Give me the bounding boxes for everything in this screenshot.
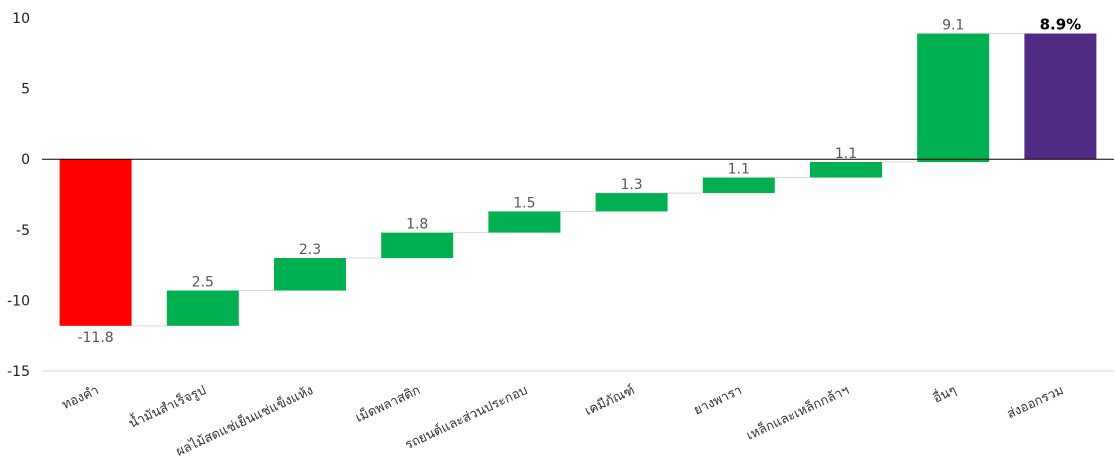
x-category-label: ส่งออกรวม — [1005, 383, 1066, 422]
y-tick-label: 10 — [12, 11, 30, 27]
x-category-label: รถยนต์และส่วนประกอบ — [402, 382, 530, 453]
x-axis: ทองคำ น้ำมันสำเร็จรูปผลไม้สดแช่เย็นแช่แข็… — [60, 380, 1066, 459]
data-label: 1.1 — [728, 162, 750, 178]
x-category-label: อื่นๆ — [930, 381, 959, 407]
x-category-label: เม็ดพลาสติก — [352, 380, 423, 426]
bar-4 — [488, 211, 561, 233]
y-tick-label: 5 — [21, 82, 30, 98]
data-label: 1.8 — [406, 217, 428, 233]
y-tick-label: 0 — [21, 152, 30, 168]
data-label: 1.3 — [620, 177, 642, 193]
data-label: 2.3 — [299, 242, 321, 258]
y-axis: 10 5 0 -5 -10 -15 — [7, 11, 30, 380]
data-label: 1.1 — [835, 146, 857, 162]
x-category-label: น้ำมันสำเร็จรูป — [126, 380, 209, 431]
bar-7 — [810, 162, 882, 178]
x-category-label: ยางพารา — [692, 383, 745, 418]
data-labels: -11.8 2.5 2.3 1.8 1.5 1.3 1.1 1.1 9.1 8.9% — [77, 16, 1081, 346]
bar-9 — [1024, 33, 1097, 160]
x-category-label: ทองคำ — [60, 383, 101, 413]
bar-2 — [274, 258, 346, 291]
bar-3 — [381, 232, 454, 259]
y-tick-label: -5 — [16, 223, 30, 239]
x-category-label: เหล็กและเหล็กกล้าฯ — [743, 380, 852, 443]
bar-6 — [702, 177, 775, 194]
y-tick-label: -10 — [7, 293, 30, 309]
data-label: -11.8 — [77, 330, 113, 346]
bar-0 — [59, 159, 132, 326]
y-tick-label: -15 — [7, 364, 30, 380]
bar-8 — [917, 33, 990, 163]
bar-5 — [595, 193, 668, 212]
bars — [59, 33, 1097, 326]
data-label: 1.5 — [513, 195, 535, 211]
data-label: 8.9% — [1040, 16, 1082, 34]
x-category-label: เคมีภัณฑ์ — [582, 382, 637, 419]
data-label: 2.5 — [192, 275, 214, 291]
bar-1 — [166, 290, 239, 326]
data-label: 9.1 — [942, 18, 964, 34]
connector-lines — [131, 33, 1025, 327]
